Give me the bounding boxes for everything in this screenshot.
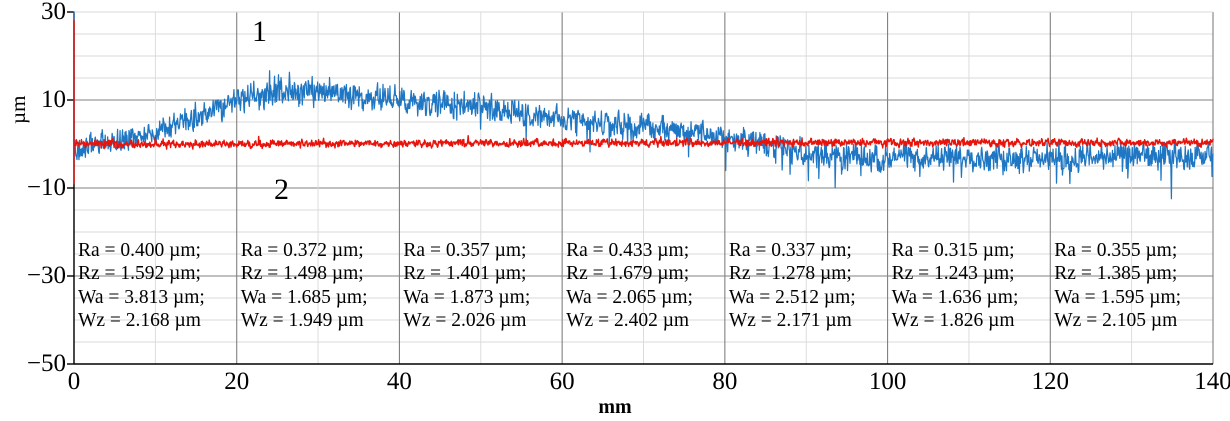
stats-segment-7: Ra = 0.355 µm; Rz = 1.385 µm; Wa = 1.595 µ… [1054, 239, 1181, 333]
x-tick-label: 120 [1031, 368, 1070, 395]
stats-line: Rz = 1.278 µm; [728, 263, 852, 285]
stats-line: Wa = 2.065 µm; [566, 286, 693, 308]
stats-line: Ra = 0.357 µm; [403, 239, 527, 261]
x-tick-label: 60 [549, 368, 575, 395]
stats-segment-6: Ra = 0.315 µm; Rz = 1.243 µm; Wa = 1.636 µ… [892, 239, 1019, 333]
stats-segment-2: Ra = 0.372 µm; Rz = 1.498 µm; Wa = 1.685 µ… [241, 239, 368, 333]
series-layer [73, 11, 1214, 200]
stats-line: Rz = 1.243 µm; [891, 263, 1015, 285]
y-axis-title: µm [6, 95, 30, 124]
stats-line: Ra = 0.372 µm; [240, 239, 364, 261]
stats-line: Rz = 1.498 µm; [240, 263, 364, 285]
y-tick-label: 10 [41, 86, 66, 113]
stats-line: Rz = 1.592 µm; [78, 263, 201, 285]
stats-line: Ra = 0.433 µm; [566, 239, 690, 261]
stats-line: Wa = 1.873 µm; [403, 286, 531, 308]
series-trace-1 [73, 11, 1214, 200]
x-axis-title: mm [598, 396, 632, 418]
stats-segment-1: Ra = 0.400 µm; Rz = 1.592 µm; Wa = 3.813 µ… [78, 239, 205, 333]
stats-line: Rz = 1.679 µm; [566, 263, 690, 285]
stats-line: Ra = 0.400 µm; [78, 239, 201, 261]
y-tick-label: 30 [41, 0, 66, 25]
stats-line: Ra = 0.355 µm; [1054, 239, 1178, 261]
stats-line: Wz = 2.171 µm [728, 310, 852, 332]
plot-area [67, 11, 1214, 365]
stats-line: Wz = 1.826 µm [891, 310, 1015, 332]
y-axis-tick-labels: 30 10 −10 −30 −50 [0, 0, 66, 421]
stats-line: Wa = 1.636 µm; [891, 286, 1019, 308]
stats-line: Wz = 2.105 µm [1054, 310, 1178, 332]
stats-line: Ra = 0.337 µm; [728, 239, 852, 261]
stats-line: Wa = 1.685 µm; [240, 286, 368, 308]
y-tick-label: −50 [26, 350, 66, 377]
x-tick-label: 20 [224, 368, 250, 395]
x-tick-label: 40 [386, 368, 412, 395]
stats-segment-4: Ra = 0.433 µm; Rz = 1.679 µm; Wa = 2.065 µ… [566, 239, 693, 333]
stats-line: Wa = 3.813 µm; [78, 286, 205, 308]
x-tick-label: 80 [712, 368, 738, 395]
x-tick-label: 0 [67, 368, 81, 395]
stats-line: Ra = 0.315 µm; [891, 239, 1015, 261]
series-callout-2: 2 [273, 173, 289, 207]
stats-line: Wz = 2.402 µm [566, 310, 690, 332]
y-tick-label: −10 [26, 174, 66, 201]
x-tick-label: 100 [868, 368, 907, 395]
stats-line: Rz = 1.385 µm; [1054, 263, 1178, 285]
series-callout-1: 1 [251, 14, 267, 48]
stats-segment-5: Ra = 0.337 µm; Rz = 1.278 µm; Wa = 2.512 µ… [729, 239, 856, 333]
stats-line: Wa = 1.595 µm; [1054, 286, 1182, 308]
stats-segment-3: Ra = 0.357 µm; Rz = 1.401 µm; Wa = 1.873 µ… [403, 239, 530, 333]
stats-line: Wz = 2.026 µm [403, 310, 527, 332]
stats-line: Rz = 1.401 µm; [403, 263, 527, 285]
y-tick-label: −30 [26, 262, 66, 289]
stats-line: Wz = 2.168 µm [78, 310, 201, 332]
stats-line: Wz = 1.949 µm [240, 310, 364, 332]
x-tick-label: 140 [1194, 368, 1230, 395]
series-trace-2 [73, 20, 1214, 185]
stats-line: Wa = 2.512 µm; [728, 286, 856, 308]
